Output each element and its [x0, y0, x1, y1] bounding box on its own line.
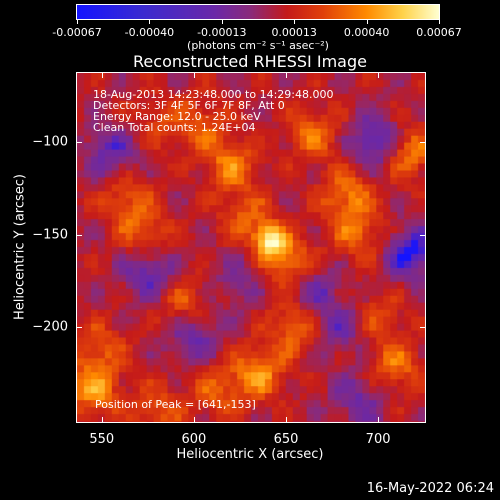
- x-tick-label: 550: [89, 432, 115, 447]
- y-axis-label: Heliocentric Y (arcsec): [12, 174, 28, 320]
- chart-title: Reconstructed RHESSI Image: [133, 52, 367, 71]
- colorbar-tick-mark: [366, 20, 368, 24]
- x-tick-mark: [193, 72, 195, 78]
- y-tick-mark: [420, 234, 426, 236]
- colorbar-tick-label: 0.00067: [416, 26, 462, 39]
- x-tick-mark: [286, 72, 287, 78]
- colorbar-tick-mark: [149, 20, 151, 24]
- y-tick-label: −100: [32, 134, 68, 150]
- x-tick-mark: [101, 72, 103, 78]
- x-axis-label: Heliocentric X (arcsec): [176, 447, 324, 462]
- x-tick-mark: [378, 72, 380, 78]
- heatmap-canvas: [77, 73, 425, 422]
- y-tick-label: −200: [32, 319, 68, 335]
- x-tick-mark: [101, 417, 103, 423]
- y-tick-mark: [76, 234, 82, 236]
- colorbar-unit: (photons cm⁻² s⁻¹ asec⁻²): [187, 39, 329, 52]
- timestamp: 16-May-2022 06:24: [366, 481, 494, 496]
- y-tick-mark: [420, 142, 426, 144]
- info-detectors: Detectors: 3F 4F 5F 6F 7F 8F, Att 0: [93, 99, 285, 112]
- colorbar-tick-label: 0.00013: [271, 26, 317, 39]
- x-tick-mark: [378, 417, 380, 423]
- colorbar-tick-label: -0.00067: [52, 26, 102, 39]
- y-tick-mark: [76, 142, 82, 144]
- colorbar-tick-label: 0.00040: [343, 26, 390, 39]
- colorbar-tick-mark: [221, 20, 223, 24]
- y-tick-mark: [76, 326, 82, 328]
- y-tick-mark: [420, 326, 426, 328]
- colorbar-tick-mark: [77, 20, 78, 24]
- peak-position-label: Position of Peak = [641,-153]: [95, 398, 256, 411]
- info-clean-counts: Clean Total counts: 1.24E+04: [93, 121, 256, 134]
- x-tick-label: 650: [273, 432, 299, 447]
- colorbar-tick-mark: [439, 20, 440, 24]
- info-energy-range: Energy Range: 12.0 - 25.0 keV: [93, 110, 261, 123]
- x-tick-label: 700: [365, 432, 391, 447]
- x-tick-label: 600: [181, 432, 207, 447]
- y-tick-label: −150: [32, 227, 68, 243]
- colorbar-tick-mark: [294, 20, 296, 24]
- colorbar-tick-label: -0.00040: [124, 26, 175, 39]
- plot-area: 18-Aug-2013 14:23:48.000 to 14:29:48.000…: [76, 72, 426, 423]
- info-time-range: 18-Aug-2013 14:23:48.000 to 14:29:48.000: [93, 88, 334, 101]
- colorbar: [76, 4, 440, 20]
- colorbar-tick-label: -0.00013: [197, 26, 247, 39]
- x-tick-mark: [193, 417, 195, 423]
- x-tick-mark: [286, 417, 287, 423]
